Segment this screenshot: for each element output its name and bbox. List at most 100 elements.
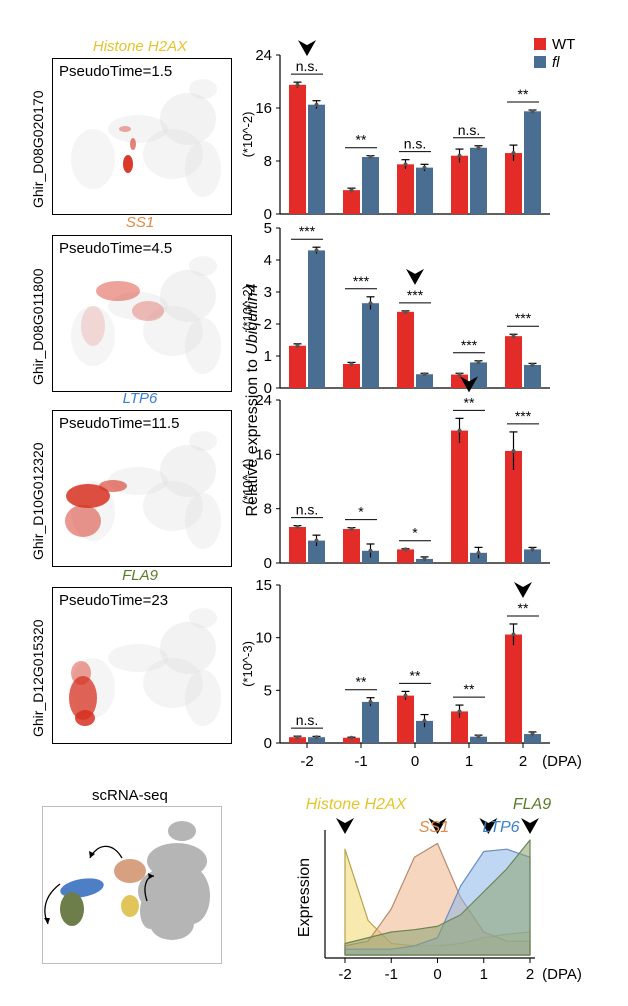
data-point <box>403 162 408 167</box>
cell-cluster <box>143 306 203 356</box>
data-point <box>314 538 319 543</box>
y-tick-label: 10 <box>255 630 272 647</box>
x-tick-label: 1 <box>465 753 473 770</box>
bar <box>505 153 522 214</box>
cell-cluster <box>108 292 168 320</box>
cell-cluster <box>81 306 105 346</box>
data-point <box>295 343 300 348</box>
data-point <box>368 548 373 553</box>
data-point <box>422 165 427 170</box>
bar <box>416 720 433 743</box>
unit-label: (*10^-4) <box>240 459 255 505</box>
profile-x-tick-label: 1 <box>480 966 488 983</box>
significance-label: *** <box>353 273 370 289</box>
profile-gene-label: SS1 <box>419 819 449 836</box>
unit-label: (*10^-2) <box>240 112 255 158</box>
cell-cluster <box>185 493 221 549</box>
data-point <box>368 155 373 160</box>
cell-cluster <box>69 676 97 720</box>
bar <box>289 527 306 563</box>
significance-label: ** <box>356 132 367 148</box>
bar <box>397 549 414 563</box>
expression-profile-chart: -2 -1 0 1 2 (DPA) Expression Histone H2AX SS1 LTP… <box>296 796 582 983</box>
data-point <box>403 547 408 552</box>
bar <box>362 157 379 214</box>
umap-panel: PseudoTime=23 <box>52 587 232 744</box>
significance-label: ** <box>464 394 475 410</box>
unit-label: (*10^-2) <box>240 285 255 331</box>
shared-y-label: Relative expression to Ubiquitin4 <box>244 283 261 516</box>
cell-cluster <box>119 126 131 132</box>
profile-x-tick-label: 0 <box>433 966 441 983</box>
bar <box>343 190 360 214</box>
significance-label: n.s. <box>458 122 481 138</box>
data-point <box>349 188 354 193</box>
data-point <box>457 428 462 433</box>
cell-cluster <box>160 93 216 145</box>
cell-cluster <box>132 301 164 321</box>
data-point <box>295 82 300 87</box>
bar <box>362 701 379 743</box>
cell-cluster <box>143 129 203 179</box>
bar <box>524 549 541 563</box>
umap-scatter <box>69 608 221 726</box>
data-point <box>349 735 354 740</box>
data-point <box>530 362 535 367</box>
profile-y-label: Expression <box>296 858 313 937</box>
significance-label: *** <box>407 287 424 303</box>
bar <box>416 374 433 388</box>
significance-label: n.s. <box>296 712 319 728</box>
data-point <box>314 735 319 740</box>
bar <box>470 736 487 743</box>
cell-cluster <box>96 281 140 301</box>
cell-cluster <box>143 481 203 531</box>
unit-label: (*10^-3) <box>240 641 255 687</box>
bar <box>308 250 325 388</box>
profile-arrow <box>336 818 354 834</box>
data-point <box>511 448 516 453</box>
significance-label: n.s. <box>296 502 319 518</box>
profile-gene-label: LTP6 <box>482 819 519 836</box>
significance-label: n.s. <box>296 58 319 74</box>
cell-cluster <box>130 138 136 150</box>
highlight-arrow <box>514 581 532 598</box>
data-point <box>476 360 481 365</box>
umap-panel: PseudoTime=1.5 <box>52 58 232 215</box>
legend-swatch <box>534 56 546 68</box>
data-point <box>511 334 516 339</box>
cell-cluster <box>108 115 168 143</box>
y-tick-label: 4 <box>264 252 272 269</box>
bar <box>397 311 414 388</box>
bar <box>451 374 468 388</box>
pseudotime-label: PseudoTime=23 <box>59 592 169 609</box>
significance-label: n.s. <box>404 136 427 152</box>
cell-cluster <box>108 644 168 672</box>
significance-label: * <box>412 525 418 541</box>
data-point <box>457 709 462 714</box>
significance-label: ** <box>410 667 421 683</box>
y-tick-label: 1 <box>264 348 272 365</box>
bar <box>308 104 325 214</box>
y-tick-label: 16 <box>255 446 272 463</box>
grey-cell-cloud <box>138 821 210 940</box>
data-point <box>314 102 319 107</box>
y-tick-label: 0 <box>264 206 272 223</box>
legend-swatch <box>534 38 546 50</box>
legend-label: fl <box>552 54 560 71</box>
y-tick-label: 0 <box>264 380 272 397</box>
bar <box>308 540 325 563</box>
bar <box>343 364 360 388</box>
bar <box>505 634 522 743</box>
highlight-arrow <box>298 40 316 57</box>
data-point <box>530 547 535 552</box>
data-point <box>403 309 408 314</box>
data-point <box>476 550 481 555</box>
pseudotime-label: PseudoTime=1.5 <box>59 63 173 80</box>
arrowhead-3 <box>44 918 50 924</box>
bar-panel: 0 1 2 3 4 5 (*10^-2) *** *** *** *** *** <box>240 220 550 397</box>
cell-cluster <box>189 608 217 628</box>
pseudotime-label: PseudoTime=11.5 <box>59 415 180 432</box>
bar <box>524 111 541 214</box>
highlight-arrow <box>460 376 478 393</box>
